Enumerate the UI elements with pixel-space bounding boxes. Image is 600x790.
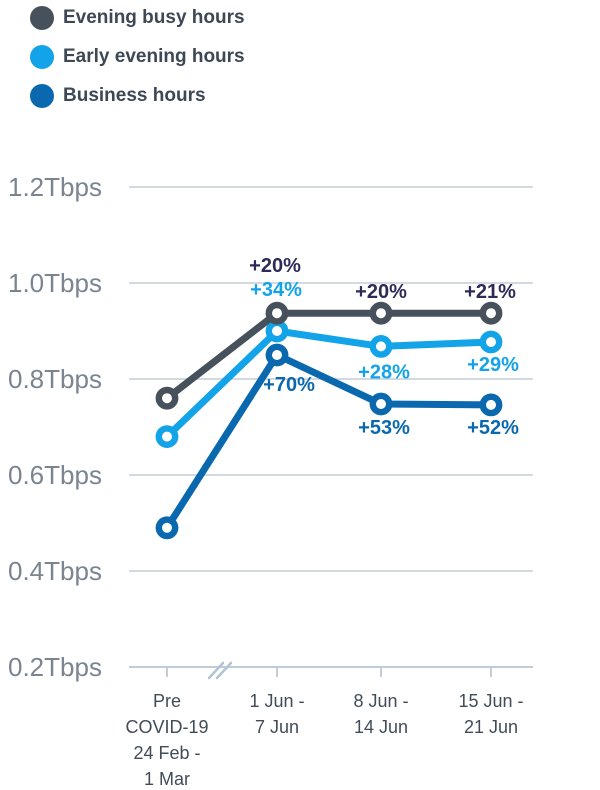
- data-point-marker: [265, 319, 289, 343]
- y-tick-label: 0.2Tbps: [8, 652, 102, 682]
- axis-break-icon: [207, 661, 225, 680]
- data-point-annotation: +53%: [358, 417, 410, 439]
- data-point-marker: [369, 334, 393, 358]
- data-point-marker: [155, 425, 179, 448]
- legend-item-business-hours: Business hours: [30, 76, 245, 115]
- data-point-marker: [369, 392, 393, 416]
- data-point-annotation: +70%: [263, 374, 315, 396]
- legend-label: Business hours: [63, 84, 206, 106]
- x-category-label: 1 Jun -7 Jun: [249, 691, 304, 737]
- chart-legend: Evening busy hours Early evening hours B…: [30, 0, 245, 115]
- data-point-annotation: +52%: [467, 417, 519, 439]
- series-early-evening-hours: +34% +28% +29%: [155, 279, 519, 448]
- x-category-label: 15 Jun -21 Jun: [458, 691, 523, 737]
- data-point-annotation: +20%: [249, 255, 301, 277]
- series-line: [163, 327, 495, 441]
- data-point-marker: [155, 516, 179, 540]
- x-category-label: 8 Jun -14 Jun: [353, 691, 408, 737]
- data-point-annotation: +20%: [355, 281, 407, 303]
- data-point-marker: [369, 301, 393, 325]
- series-line: [163, 309, 495, 402]
- y-tick-label: 1.2Tbps: [8, 172, 102, 202]
- business-hours-swatch-icon: [30, 83, 54, 108]
- y-tick-label: 0.8Tbps: [8, 364, 102, 394]
- legend-item-evening-busy-hours: Evening busy hours: [30, 0, 245, 37]
- series-line: [163, 351, 495, 532]
- data-point-marker: [479, 330, 503, 354]
- legend-label: Evening busy hours: [63, 6, 245, 28]
- legend-label: Early evening hours: [63, 45, 245, 67]
- legend-item-early-evening-hours: Early evening hours: [30, 37, 245, 76]
- data-point-marker: [155, 386, 179, 410]
- data-point-annotation: +34%: [250, 279, 302, 301]
- data-point-marker: [265, 343, 289, 367]
- early-evening-hours-swatch-icon: [30, 44, 54, 69]
- data-point-marker: [479, 393, 503, 417]
- x-category-label: Pre COVID-19 24 Feb -1 Mar: [125, 691, 208, 789]
- data-point-marker: [479, 301, 503, 325]
- axis-break-icon: [215, 661, 233, 680]
- data-point-marker: [265, 301, 289, 325]
- evening-busy-hours-swatch-icon: [30, 5, 54, 30]
- series-business-hours: +70% +53% +52%: [155, 343, 519, 540]
- y-tick-label: 1.0Tbps: [8, 268, 102, 298]
- data-point-annotation: +21%: [464, 281, 516, 303]
- series-evening-busy-hours: +20% +20% +21%: [155, 255, 516, 410]
- y-tick-label: 0.6Tbps: [8, 460, 102, 490]
- data-point-annotation: +29%: [467, 354, 519, 376]
- y-tick-label: 0.4Tbps: [8, 556, 102, 586]
- data-point-annotation: +28%: [358, 361, 410, 383]
